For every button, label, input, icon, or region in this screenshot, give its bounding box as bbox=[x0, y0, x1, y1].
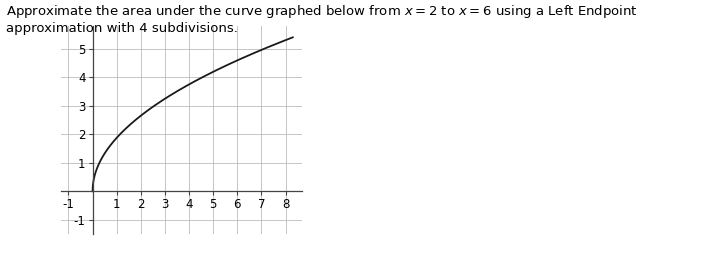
Text: Approximate the area under the curve graphed below from $x = 2$ to $x = 6$ using: Approximate the area under the curve gra… bbox=[6, 3, 638, 35]
